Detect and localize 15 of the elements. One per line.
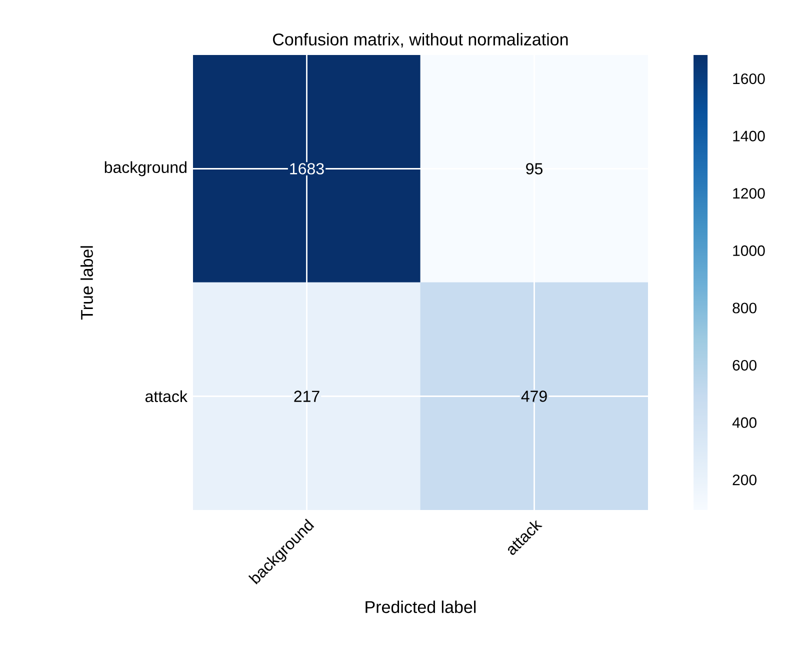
color-bar-label: 800 (732, 302, 756, 314)
data-label: 217 (294, 390, 320, 402)
color-bar-label: 400 (732, 417, 756, 428)
color-bar-label: 1400 (733, 130, 765, 142)
color-bar-label: 1200 (733, 188, 765, 199)
color-bar-label: 600 (732, 360, 756, 371)
y-axis-title: True label (80, 246, 93, 320)
x-axis-title: Predicted label (366, 600, 476, 614)
data-label: 479 (521, 390, 547, 402)
color-bar-label: 1600 (733, 73, 765, 84)
color-bar-label: 200 (732, 474, 756, 486)
color-bar-label: 1000 (733, 245, 765, 256)
data-label: 95 (526, 163, 542, 174)
chart-title: Confusion matrix, without normalization (273, 33, 568, 48)
data-label: 1683 (290, 163, 324, 174)
